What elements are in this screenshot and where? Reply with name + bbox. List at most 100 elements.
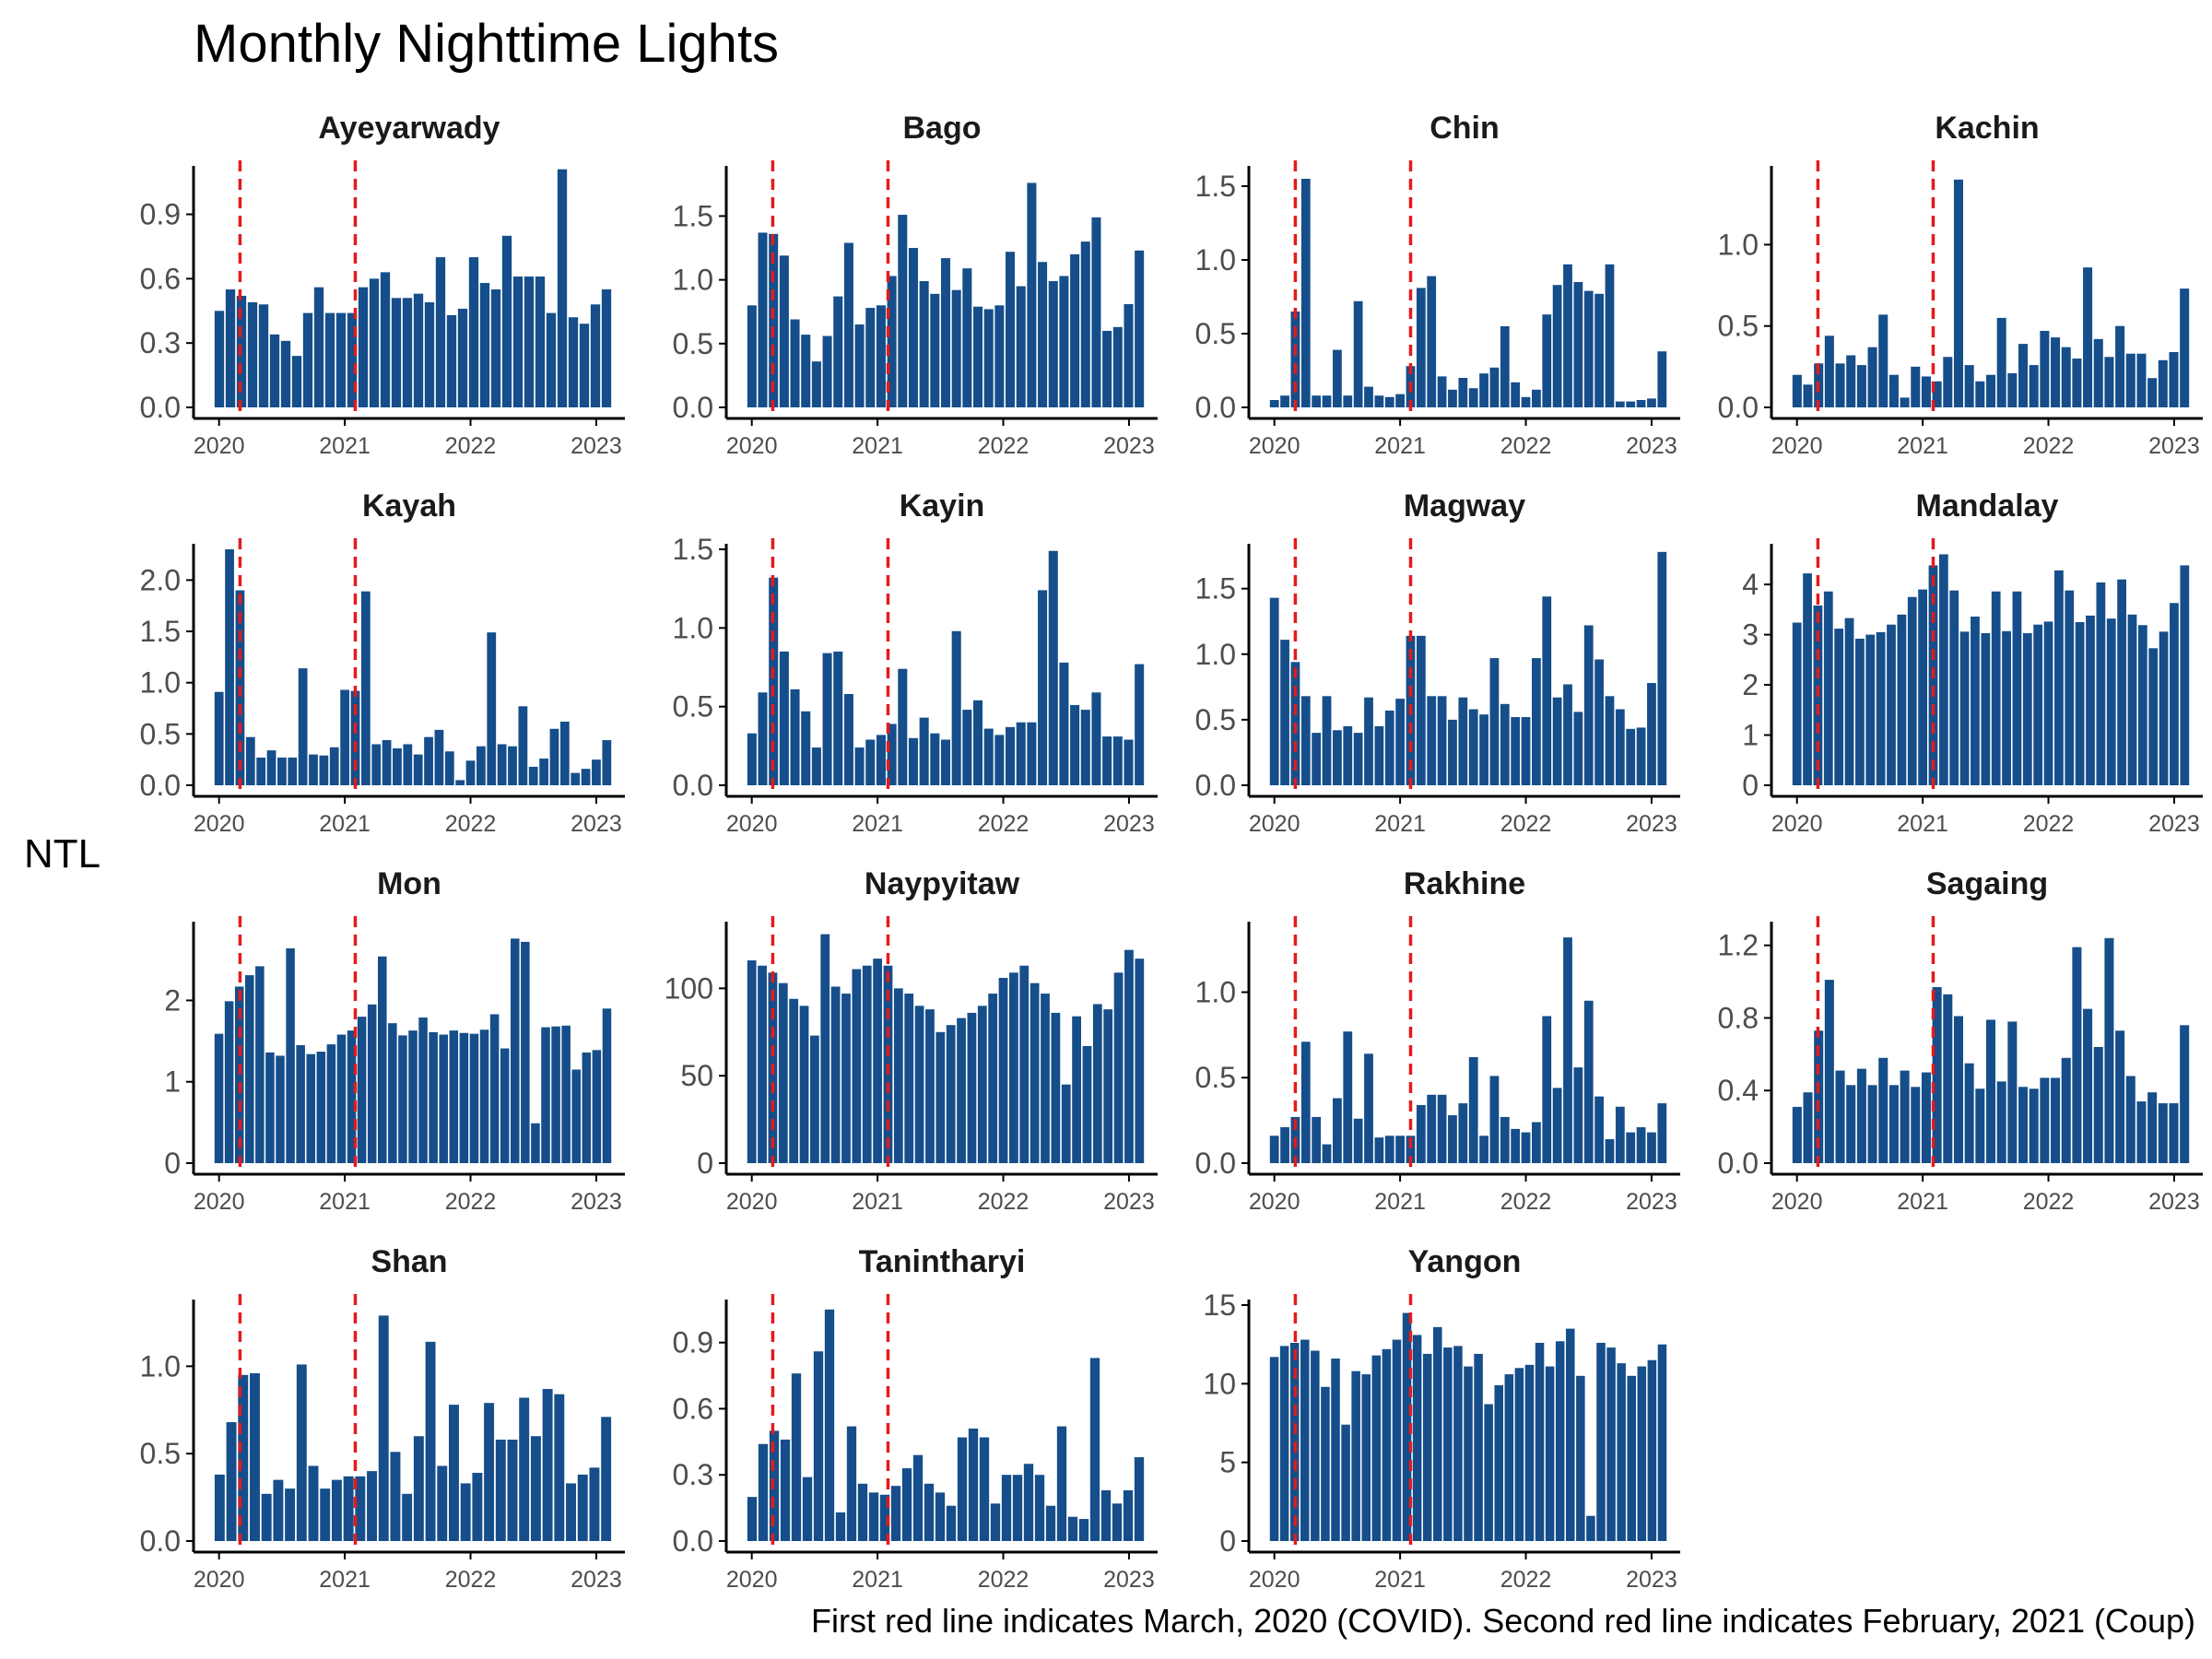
bar [2125,1076,2136,1163]
bar [1888,1085,1899,1163]
bar [940,739,951,785]
bar [1573,282,1583,407]
facet-panel-magway: Magway 0.0 0.5 1.0 1.5 2020 2021 2022 2023 [1195,488,1680,837]
bar [1353,300,1363,407]
bar [1867,1085,1877,1163]
bar [1907,596,1917,785]
bar [444,751,454,785]
bar [1583,625,1594,785]
bar [789,998,799,1163]
y-tick-label: 4 [1742,568,1759,601]
bar [1364,697,1373,785]
bar [1514,1368,1524,1541]
bar [340,689,349,785]
bar [1494,1385,1503,1541]
bar [779,255,789,407]
bar [1626,401,1636,407]
x-tick-label: 2020 [194,1567,245,1593]
bar [1135,664,1145,785]
bar [1123,1489,1134,1541]
x-tick-label: 2022 [2023,1189,2075,1215]
bar [1364,386,1373,407]
bar [1846,1085,1856,1163]
bar [1422,1353,1432,1541]
x-tick-label: 2022 [978,1567,1030,1593]
bar [2051,337,2061,407]
bar [977,1006,987,1163]
bar [1918,589,1927,785]
bar [429,1031,438,1163]
bar [1468,709,1478,785]
bar [378,956,387,1163]
bar [778,982,788,1163]
bar [1034,1475,1045,1541]
x-tick-label: 2023 [1103,811,1155,837]
bar [935,1031,946,1163]
y-tick-label: 0.0 [1718,1147,1759,1180]
bar [1371,1355,1382,1541]
bar [1803,1092,1813,1163]
y-tick-label: 5 [1219,1446,1236,1479]
bar [2158,359,2168,407]
bar [449,1405,459,1541]
bar [225,289,236,407]
y-tick-label: 0.9 [140,198,181,231]
bar [2029,365,2039,407]
bar [2018,1087,2029,1163]
bar [1521,717,1531,785]
bar [1343,1031,1353,1163]
y-tick-label: 0.0 [1195,1147,1236,1180]
bar [1637,1366,1647,1541]
bar [1900,1070,1910,1163]
bar [1269,1135,1279,1163]
bar [2147,378,2158,407]
bar [1300,179,1311,407]
bar [2170,603,2179,785]
x-tick-label: 2022 [2023,433,2075,459]
bar [1524,1364,1535,1541]
bar [1932,381,1942,407]
bar [1511,382,1521,407]
bar [1532,1122,1541,1163]
bar [1333,349,1342,407]
bar [835,1512,846,1541]
bar [1615,1106,1625,1163]
bar [468,257,479,407]
bar [1038,590,1048,785]
bar [2147,1092,2158,1163]
bar [1887,624,1896,785]
bar [1605,1139,1615,1163]
bar [367,1004,377,1163]
bar [306,1053,315,1163]
bar [769,577,779,785]
bar [347,312,358,407]
bar [2148,648,2159,785]
bar [924,1483,935,1541]
bar [355,1476,366,1541]
x-tick-label: 2022 [978,433,1030,459]
x-tick-label: 2021 [1374,811,1426,837]
bar [477,746,486,785]
bar [758,965,767,1163]
bar [1384,1135,1394,1163]
bar [1900,397,1910,407]
bar [1080,710,1090,785]
bar [1351,1371,1360,1541]
bar [358,287,369,407]
bar [1479,714,1488,785]
bar [265,1052,275,1163]
bar [1012,1475,1023,1541]
page-title: Monthly Nighttime Lights [194,14,780,74]
bar [919,717,929,785]
bar [1911,366,1921,407]
bar [1991,591,2001,785]
bar [2093,338,2103,407]
bar [994,305,1005,407]
y-tick-label: 1.2 [1718,929,1759,962]
bar [1636,1127,1646,1163]
bar [589,1467,600,1541]
bar [1576,1375,1585,1541]
bar [261,1493,272,1541]
bar [1803,384,1813,407]
bar [1124,949,1134,1163]
